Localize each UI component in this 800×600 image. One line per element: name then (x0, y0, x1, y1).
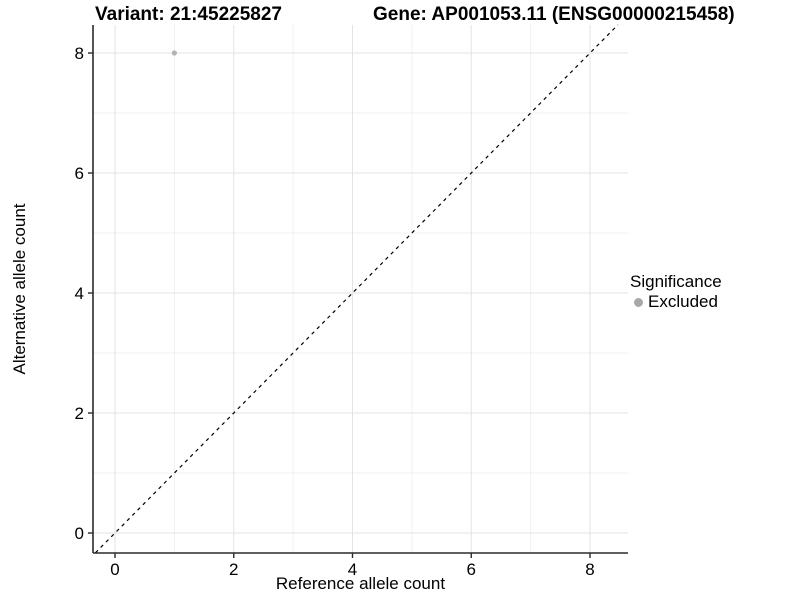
y-tick-label: 6 (75, 164, 84, 183)
legend-title: Significance (630, 272, 722, 291)
y-tick-label: 2 (75, 404, 84, 423)
y-tick-label: 0 (75, 524, 84, 543)
legend-entry-label: Excluded (648, 292, 718, 311)
variant-title: Variant: 21:45225827 (95, 4, 282, 25)
gene-title: Gene: AP001053.11 (ENSG00000215458) (373, 4, 735, 25)
y-tick-label: 8 (75, 44, 84, 63)
y-axis-title: Alternative allele count (10, 203, 29, 375)
excluded-point-icon (634, 297, 643, 307)
y-tick-label: 4 (75, 284, 84, 303)
x-tick-label: 2 (229, 560, 238, 579)
data-point-excluded (171, 50, 177, 56)
legend: Significance Excluded (628, 271, 722, 312)
x-tick-label: 8 (585, 560, 594, 579)
identity-reference-line (94, 24, 619, 554)
x-tick-label: 4 (348, 560, 357, 579)
x-axis-title: Reference allele count (275, 574, 446, 593)
x-tick-label: 6 (467, 560, 476, 579)
legend-entry-excluded: Excluded (628, 292, 722, 312)
x-tick-label: 0 (110, 560, 119, 579)
